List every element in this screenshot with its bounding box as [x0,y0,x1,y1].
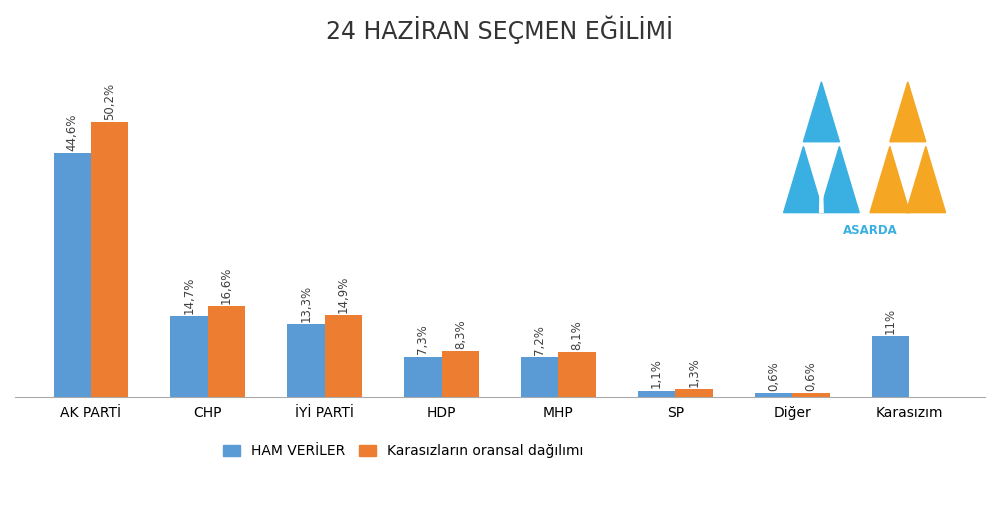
Text: 8,3%: 8,3% [454,319,467,349]
Bar [91,122,128,396]
Text: 11%: 11% [884,308,897,334]
Text: ASARDA: ASARDA [843,224,897,237]
Text: 13,3%: 13,3% [300,285,312,322]
Text: 16,6%: 16,6% [220,266,233,303]
Bar [208,306,245,396]
Bar [792,393,830,396]
Polygon shape [870,146,910,213]
Bar [54,153,91,396]
Text: 44,6%: 44,6% [66,113,79,151]
Polygon shape [784,146,823,213]
Bar [442,351,479,396]
Bar [755,393,792,396]
Bar [325,315,362,396]
Bar [404,356,442,396]
Text: 7,3%: 7,3% [416,324,429,354]
Text: 50,2%: 50,2% [103,83,116,120]
Text: 14,9%: 14,9% [337,276,350,313]
Title: 24 HAZİRAN SEÇMEN EĞİLİMİ: 24 HAZİRAN SEÇMEN EĞİLİMİ [326,15,674,44]
Polygon shape [803,82,839,142]
Text: 14,7%: 14,7% [183,277,196,314]
Legend: HAM VERİLER, Karasızların oransal dağılımı: HAM VERİLER, Karasızların oransal dağılı… [217,439,589,464]
Bar [675,390,713,396]
Bar [638,391,675,396]
Polygon shape [906,146,946,213]
Text: 1,3%: 1,3% [687,358,700,387]
Polygon shape [820,146,859,213]
Text: 0,6%: 0,6% [804,361,817,391]
Text: 7,2%: 7,2% [533,325,546,355]
Bar [170,316,208,396]
Polygon shape [820,146,823,213]
Bar [872,337,909,396]
Bar [287,324,325,396]
Bar [558,352,596,396]
Text: 0,6%: 0,6% [767,361,780,391]
Polygon shape [890,82,926,142]
Text: 8,1%: 8,1% [571,320,584,350]
Text: 1,1%: 1,1% [650,359,663,388]
Bar [521,357,558,396]
